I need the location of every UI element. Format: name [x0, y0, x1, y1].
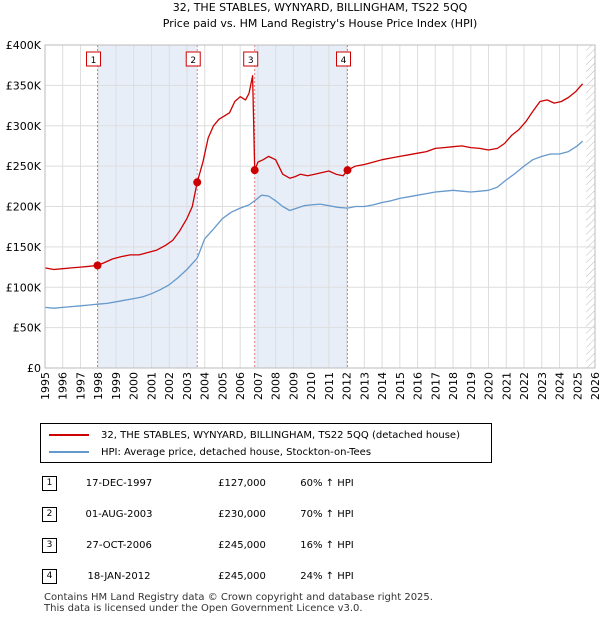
y-tick-label: £100K — [6, 281, 42, 294]
legend-item-property: 32, THE STABLES, WYNYARD, BILLINGHAM, TS… — [49, 428, 460, 442]
transaction-price: £127,000 — [218, 478, 266, 489]
transaction-date: 27-OCT-2006 — [86, 540, 152, 551]
transaction-hpi: 24% ↑ HPI — [300, 571, 354, 582]
transaction-price: £230,000 — [218, 509, 266, 520]
y-tick-label: £150K — [6, 241, 42, 254]
sale-label-text: 1 — [91, 56, 97, 66]
transaction-hpi: 70% ↑ HPI — [300, 509, 354, 520]
x-tick-label: 2025 — [571, 372, 584, 400]
sale-label-box — [336, 51, 351, 67]
x-tick-label: 2001 — [145, 372, 158, 400]
x-tick-label: 1997 — [74, 372, 87, 400]
y-tick-label: £250K — [6, 160, 42, 173]
sale-label-box — [86, 51, 102, 67]
sale-label-text: 4 — [341, 56, 347, 66]
x-tick-label: 2004 — [199, 372, 212, 400]
y-tick-label: £50K — [13, 322, 42, 335]
sale-point — [193, 178, 202, 187]
x-tick-label: 2018 — [447, 372, 460, 400]
footer-copyright: Contains HM Land Registry data © Crown c… — [44, 592, 433, 603]
y-tick-label: £200K — [6, 201, 42, 214]
x-tick-label: 2000 — [128, 372, 141, 400]
x-tick-label: 2015 — [394, 372, 407, 400]
property-price-series-line — [44, 75, 584, 271]
legend-label-hpi: HPI: Average price, detached house, Stoc… — [101, 446, 372, 458]
y-tick-label: £300K — [6, 120, 42, 133]
price-chart: 32, THE STABLES, WYNYARD, BILLINGHAM, TS… — [6, 1, 600, 400]
x-tick-label: 2012 — [341, 372, 354, 400]
legend-label-property: 32, THE STABLES, WYNYARD, BILLINGHAM, TS… — [101, 429, 460, 441]
x-tick-label: 1998 — [92, 372, 105, 400]
transaction-price: £245,000 — [218, 571, 266, 582]
hpi-series-line — [44, 140, 584, 309]
x-tick-label: 2002 — [163, 372, 176, 400]
legend: 32, THE STABLES, WYNYARD, BILLINGHAM, TS… — [40, 423, 492, 463]
sale-label-box — [185, 51, 201, 67]
x-tick-label: 2020 — [483, 372, 496, 400]
x-tick-label: 2007 — [252, 372, 265, 400]
x-tick-label: 2003 — [181, 372, 194, 400]
y-tick-label: £350K — [6, 79, 42, 92]
transaction-date: 17-DEC-1997 — [85, 478, 153, 489]
x-tick-label: 2008 — [270, 372, 283, 400]
x-tick-label: 2022 — [518, 372, 531, 400]
x-tick-label: 2017 — [429, 372, 442, 400]
sale-label-box — [243, 51, 259, 67]
table-row: 3 27-OCT-2006 £245,000 16% ↑ HPI — [42, 538, 462, 554]
transaction-number: 1 — [42, 476, 57, 491]
x-tick-label: 2009 — [287, 372, 300, 400]
transaction-date: 18-JAN-2012 — [87, 571, 151, 582]
transaction-hpi: 16% ↑ HPI — [300, 540, 354, 551]
table-row: 1 17-DEC-1997 £127,000 60% ↑ HPI — [42, 476, 462, 492]
table-row: 4 18-JAN-2012 £245,000 24% ↑ HPI — [42, 569, 462, 585]
transaction-hpi: 60% ↑ HPI — [300, 478, 354, 489]
x-tick-label: 1999 — [110, 372, 123, 400]
x-tick-label: 2024 — [554, 372, 567, 400]
transaction-date: 01-AUG-2003 — [85, 509, 153, 520]
x-tick-label: 1995 — [39, 372, 52, 400]
sale-point — [343, 166, 352, 175]
footer: Contains HM Land Registry data © Crown c… — [44, 592, 433, 614]
sale-point — [250, 166, 259, 175]
chart-title: 32, THE STABLES, WYNYARD, BILLINGHAM, TS… — [173, 1, 468, 14]
chart-subtitle: Price paid vs. HM Land Registry's House … — [163, 17, 478, 30]
plot-frame — [44, 44, 596, 369]
sale-label-text: 2 — [190, 56, 196, 66]
x-tick-label: 2026 — [589, 372, 600, 400]
x-tick-label: 2013 — [358, 372, 371, 400]
x-tick-label: 2010 — [305, 372, 318, 400]
footer-licence: This data is licensed under the Open Gov… — [44, 603, 363, 614]
x-tick-label: 2016 — [412, 372, 425, 400]
y-tick-label: £0 — [27, 362, 41, 375]
legend-item-hpi: HPI: Average price, detached house, Stoc… — [49, 445, 371, 459]
transaction-number: 4 — [42, 569, 57, 584]
transaction-price: £245,000 — [218, 540, 266, 551]
legend-swatch-property — [49, 434, 89, 436]
x-tick-label: 2014 — [376, 372, 389, 400]
transaction-number: 2 — [42, 507, 57, 522]
x-tick-label: 2023 — [536, 372, 549, 400]
x-tick-label: 2019 — [465, 372, 478, 400]
transaction-number: 3 — [42, 538, 57, 553]
x-tick-label: 2006 — [234, 372, 247, 400]
x-tick-label: 2005 — [216, 372, 229, 400]
table-row: 2 01-AUG-2003 £230,000 70% ↑ HPI — [42, 507, 462, 523]
sale-point — [93, 261, 102, 270]
legend-swatch-hpi — [49, 451, 89, 453]
x-tick-label: 1996 — [57, 372, 70, 400]
y-tick-label: £400K — [6, 39, 42, 52]
sale-label-text: 3 — [248, 56, 254, 66]
x-tick-label: 2021 — [500, 372, 513, 400]
x-tick-label: 2011 — [323, 372, 336, 400]
